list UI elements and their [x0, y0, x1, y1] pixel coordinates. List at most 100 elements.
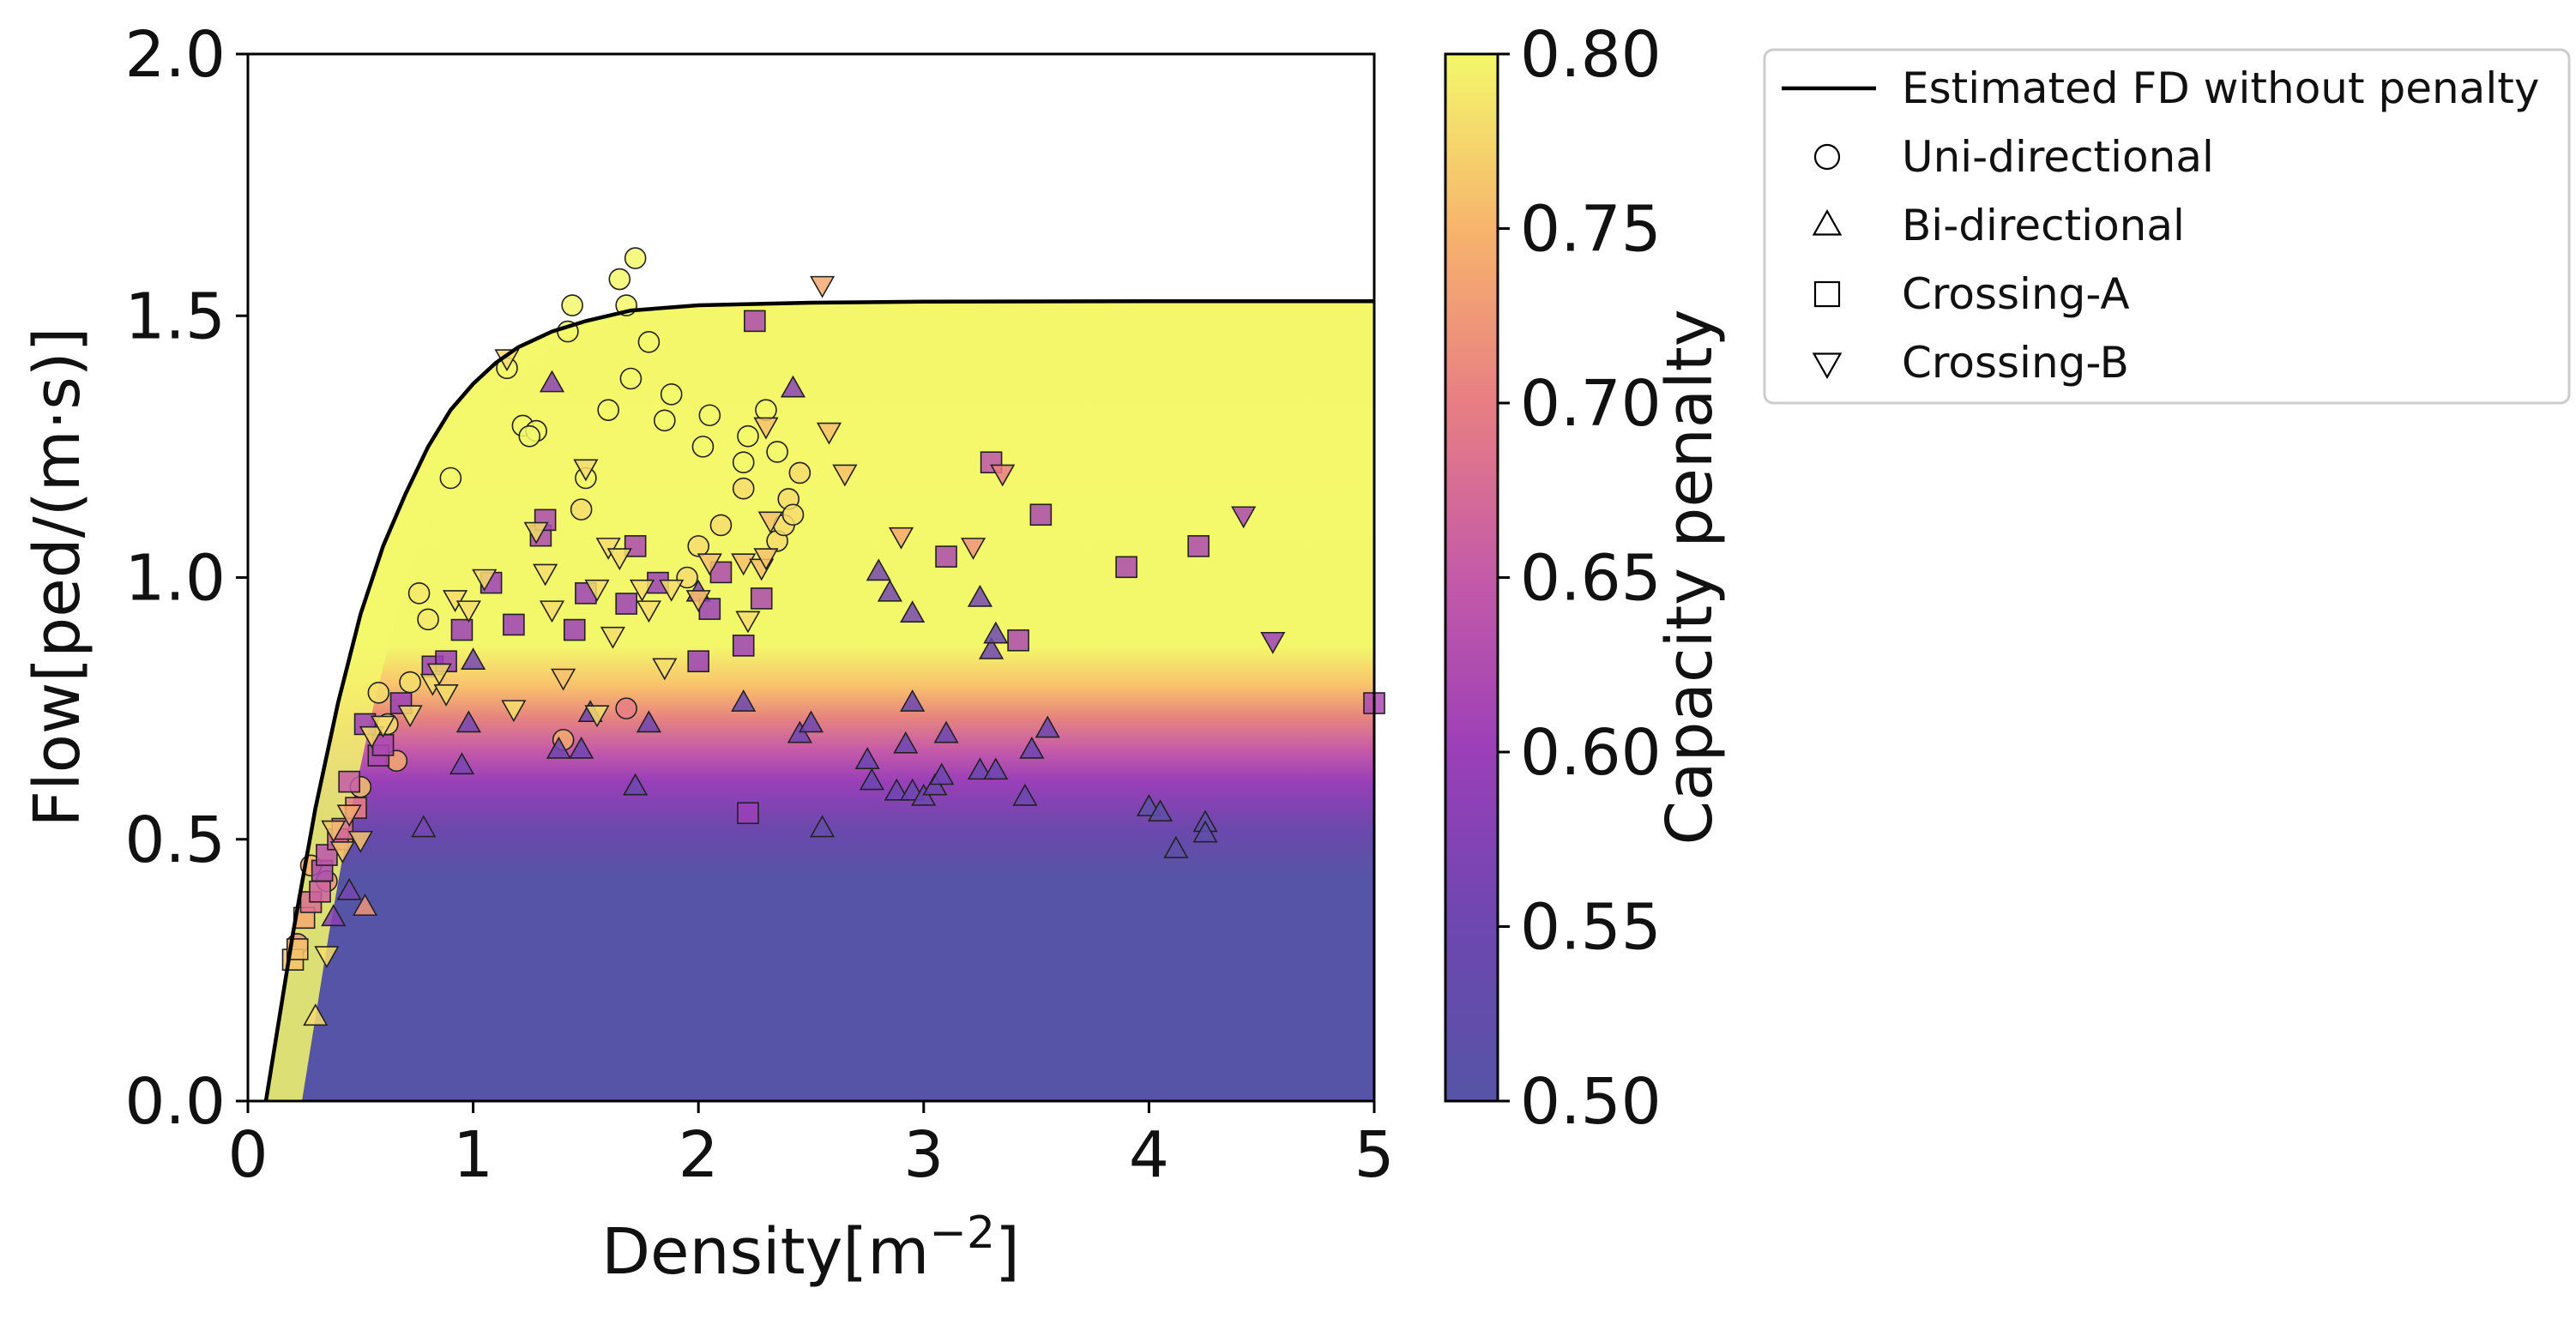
y-tick-label: 0.5	[124, 803, 226, 877]
bi-directional-point	[884, 778, 909, 801]
bi-directional-point	[900, 689, 926, 712]
bi-directional-point	[859, 767, 884, 791]
x-tick-label: 0	[227, 1118, 268, 1192]
bi-directional-point	[979, 636, 1004, 659]
y-tick-label: 0.0	[124, 1065, 226, 1139]
crossing-a-point	[750, 587, 773, 610]
x-axis-title: Density[m−2]	[601, 1207, 1020, 1289]
crossing-b-point	[329, 841, 355, 864]
bi-directional-point	[866, 558, 891, 581]
bi-directional-point	[731, 689, 757, 712]
uni-directional-point	[367, 682, 390, 704]
bi-directional-point	[983, 757, 1009, 780]
uni-directional-point	[709, 514, 733, 537]
crossing-a-point	[1115, 556, 1137, 579]
crossing-a-point	[1007, 629, 1029, 652]
bi-directional-point	[539, 370, 565, 393]
uni-directional-point	[597, 399, 619, 421]
uni-directional-point	[615, 697, 637, 719]
legend-item-label: Crossing-A	[1902, 269, 2130, 319]
legend-circle-swatch	[1813, 143, 1841, 171]
colorbar-tick-label: 0.75	[1520, 193, 1662, 267]
uni-directional-point	[518, 424, 541, 448]
crossing-b-point	[359, 725, 384, 749]
legend-triangle-down-swatch	[1812, 352, 1843, 380]
crossing-b-point	[314, 946, 340, 969]
uni-directional-point	[654, 409, 676, 432]
crossing-b-point	[659, 579, 685, 602]
colorbar-tick-label: 0.55	[1520, 891, 1662, 965]
crossing-b-point	[810, 275, 836, 298]
crossing-a-point	[980, 451, 1003, 473]
colorbar	[1444, 52, 1499, 1103]
crossing-b-point	[370, 715, 396, 738]
colorbar-tick-label: 0.70	[1520, 367, 1662, 441]
crossing-b-point	[816, 422, 842, 445]
x-tick-label: 1	[453, 1118, 493, 1192]
bi-directional-point	[1012, 783, 1038, 806]
crossing-a-point	[450, 618, 474, 641]
legend-item-label: Bi-directional	[1902, 201, 2185, 250]
bi-directional-point	[623, 773, 649, 796]
crossing-a-point	[1029, 503, 1053, 527]
crossing-b-point	[397, 705, 423, 728]
bi-directional-point	[854, 747, 880, 769]
bi-directional-point	[411, 815, 437, 838]
bi-directional-point	[810, 815, 836, 838]
uni-directional-point	[561, 294, 583, 316]
crossing-b-point	[426, 663, 452, 686]
uni-directional-point	[781, 503, 805, 527]
crossing-b-point	[472, 569, 498, 592]
legend-item-label: Crossing-B	[1902, 338, 2129, 388]
crossing-b-point	[753, 417, 779, 440]
bi-directional-point	[933, 720, 959, 743]
x-tick-label: 2	[679, 1118, 719, 1192]
crossing-b-point	[697, 553, 722, 576]
crossing-b-point	[584, 579, 610, 602]
crossing-a-point	[563, 618, 586, 641]
bi-directional-point	[352, 894, 378, 916]
crossing-a-point	[615, 593, 637, 615]
crossing-b-point	[539, 600, 565, 623]
crossing-b-point	[735, 611, 761, 634]
bi-directional-point	[983, 621, 1009, 644]
bi-directional-point	[1035, 715, 1060, 738]
crossing-b-point	[757, 511, 783, 534]
crossing-b-point	[533, 563, 558, 587]
uni-directional-point	[687, 535, 710, 557]
uni-directional-point	[698, 404, 721, 427]
crossing-b-point	[629, 579, 655, 602]
uni-directional-point	[608, 268, 631, 291]
bi-directional-point	[1019, 736, 1045, 759]
legend-triangle-up-swatch	[1812, 208, 1843, 236]
uni-directional-point	[417, 608, 439, 631]
bi-directional-point	[461, 647, 486, 670]
bi-directional-point	[780, 375, 806, 398]
crossing-a-point	[732, 635, 755, 657]
uni-directional-point	[399, 671, 421, 694]
y-tick-label: 1.5	[124, 280, 226, 353]
crossing-b-point	[573, 459, 599, 482]
y-axis-title: Flow[ped/(m·s)]	[21, 328, 94, 828]
uni-directional-point	[624, 247, 647, 269]
crossing-a-point	[503, 613, 525, 636]
crossing-b-point	[888, 527, 914, 550]
x-axis: 0 1 2 3 4 5	[227, 1101, 1395, 1192]
crossing-b-point	[685, 590, 711, 612]
crossing-b-point	[1231, 506, 1257, 529]
crossing-a-point	[309, 881, 331, 903]
bi-directional-point	[1192, 820, 1218, 843]
legend-square-swatch	[1813, 280, 1841, 308]
uni-directional-point	[755, 399, 777, 421]
colorbar-tick-label: 0.80	[1520, 18, 1662, 92]
y-axis: 0.0 0.5 1.0 1.5 2.0	[124, 18, 248, 1139]
uni-directional-point	[439, 466, 462, 490]
colorbar-tick-label: 0.60	[1520, 716, 1662, 790]
bi-directional-point	[900, 600, 926, 623]
crossing-b-point	[832, 464, 858, 487]
bi-directional-point	[967, 584, 993, 607]
plot-area	[266, 301, 1374, 1101]
estimated-fd-curve	[263, 298, 1374, 1102]
crossing-b-point	[455, 600, 481, 623]
uni-directional-point	[732, 451, 755, 473]
